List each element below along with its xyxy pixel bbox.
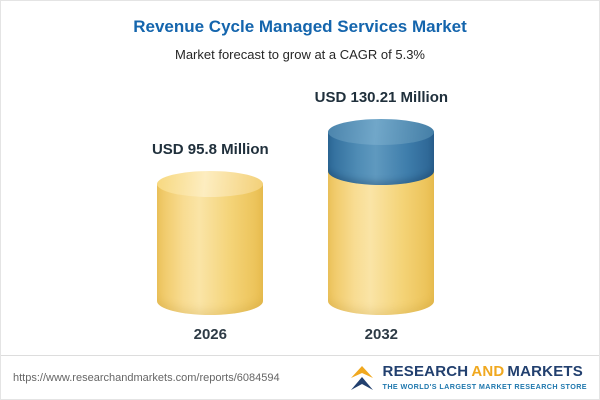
- logo-word-research: RESEARCH: [382, 363, 469, 380]
- bar-value-2032: USD 130.21 Million: [314, 89, 449, 106]
- page-subtitle: Market forecast to grow at a CAGR of 5.3…: [175, 47, 425, 62]
- logo-word-and: AND: [471, 363, 505, 380]
- cylinder-body-2026: [157, 184, 264, 315]
- logo-word-markets: MARKETS: [507, 363, 583, 380]
- bar-year-2026: 2026: [193, 326, 227, 343]
- logo-tagline: THE WORLD'S LARGEST MARKET RESEARCH STOR…: [382, 382, 587, 391]
- source-url-link[interactable]: https://www.researchandmarkets.com/repor…: [13, 371, 280, 384]
- bar-year-2032: 2032: [364, 326, 399, 343]
- logo-mark-icon: [350, 365, 373, 390]
- bar-group-2032: USD 130.21 Million 2032: [315, 89, 448, 343]
- page-title: Revenue Cycle Managed Services Market: [133, 17, 467, 36]
- cylinder-top-2026: [157, 171, 264, 197]
- base-segment-2032: [328, 171, 435, 315]
- brand-logo[interactable]: RESEARCH AND MARKETS THE WORLD'S LARGEST…: [348, 364, 587, 391]
- cylinder-2026: [157, 171, 264, 315]
- cylinder-bar-chart: USD 95.8 Million 2026 USD 130.21 Million…: [1, 89, 599, 343]
- logo-text-block: RESEARCH AND MARKETS THE WORLD'S LARGEST…: [383, 364, 587, 391]
- bar-value-2026: USD 95.8 Million: [151, 141, 269, 158]
- cylinder-2032: [328, 119, 435, 315]
- cylinder-top-2032: [328, 119, 435, 145]
- bar-group-2026: USD 95.8 Million 2026: [152, 141, 269, 343]
- growth-segment-2032: [328, 119, 435, 185]
- footer: https://www.researchandmarkets.com/repor…: [1, 355, 599, 399]
- logo-wordmark: RESEARCH AND MARKETS: [383, 364, 583, 379]
